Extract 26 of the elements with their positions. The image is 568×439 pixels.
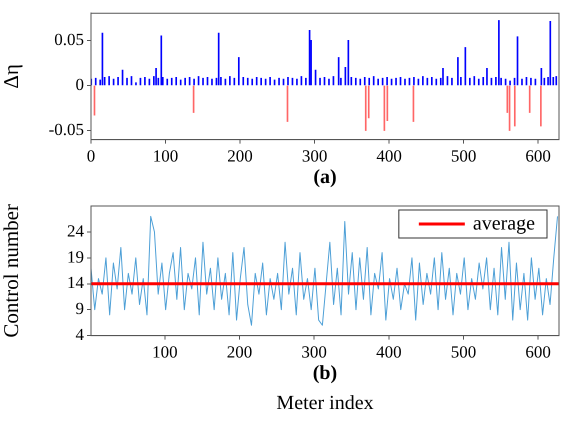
x-tick-label: 200 <box>226 342 252 362</box>
x-tick-label: 500 <box>450 342 476 362</box>
x-axis-title: Meter index <box>275 392 375 415</box>
y-axis-title: Δη <box>0 64 24 89</box>
x-tick-label: 200 <box>227 146 253 166</box>
x-tick-label: 100 <box>152 146 178 166</box>
x-tick-label: 600 <box>525 146 551 166</box>
y-tick-label: 19 <box>67 247 84 266</box>
y-tick-label: 4 <box>76 325 84 344</box>
x-tick-label: 100 <box>152 342 178 362</box>
y-axis-title: Control number <box>0 204 24 338</box>
x-tick-label: 300 <box>302 146 328 166</box>
x-tick-label: 400 <box>376 342 402 362</box>
y-tick-label: 0.05 <box>54 30 84 49</box>
legend-label: average <box>472 212 536 234</box>
text: (a) <box>312 166 338 189</box>
text: (b) <box>312 362 338 385</box>
y-tick-label: 14 <box>67 273 84 292</box>
x-tick-label: 300 <box>301 342 327 362</box>
y-tick-label: 9 <box>76 299 84 318</box>
y-tick-label: -0.05 <box>48 120 84 140</box>
x-tick-label: 500 <box>450 146 476 166</box>
x-tick-label: 600 <box>525 342 551 362</box>
y-tick-label: 24 <box>67 221 84 240</box>
x-tick-label: 400 <box>376 146 402 166</box>
y-tick-label: 0 <box>76 74 84 94</box>
